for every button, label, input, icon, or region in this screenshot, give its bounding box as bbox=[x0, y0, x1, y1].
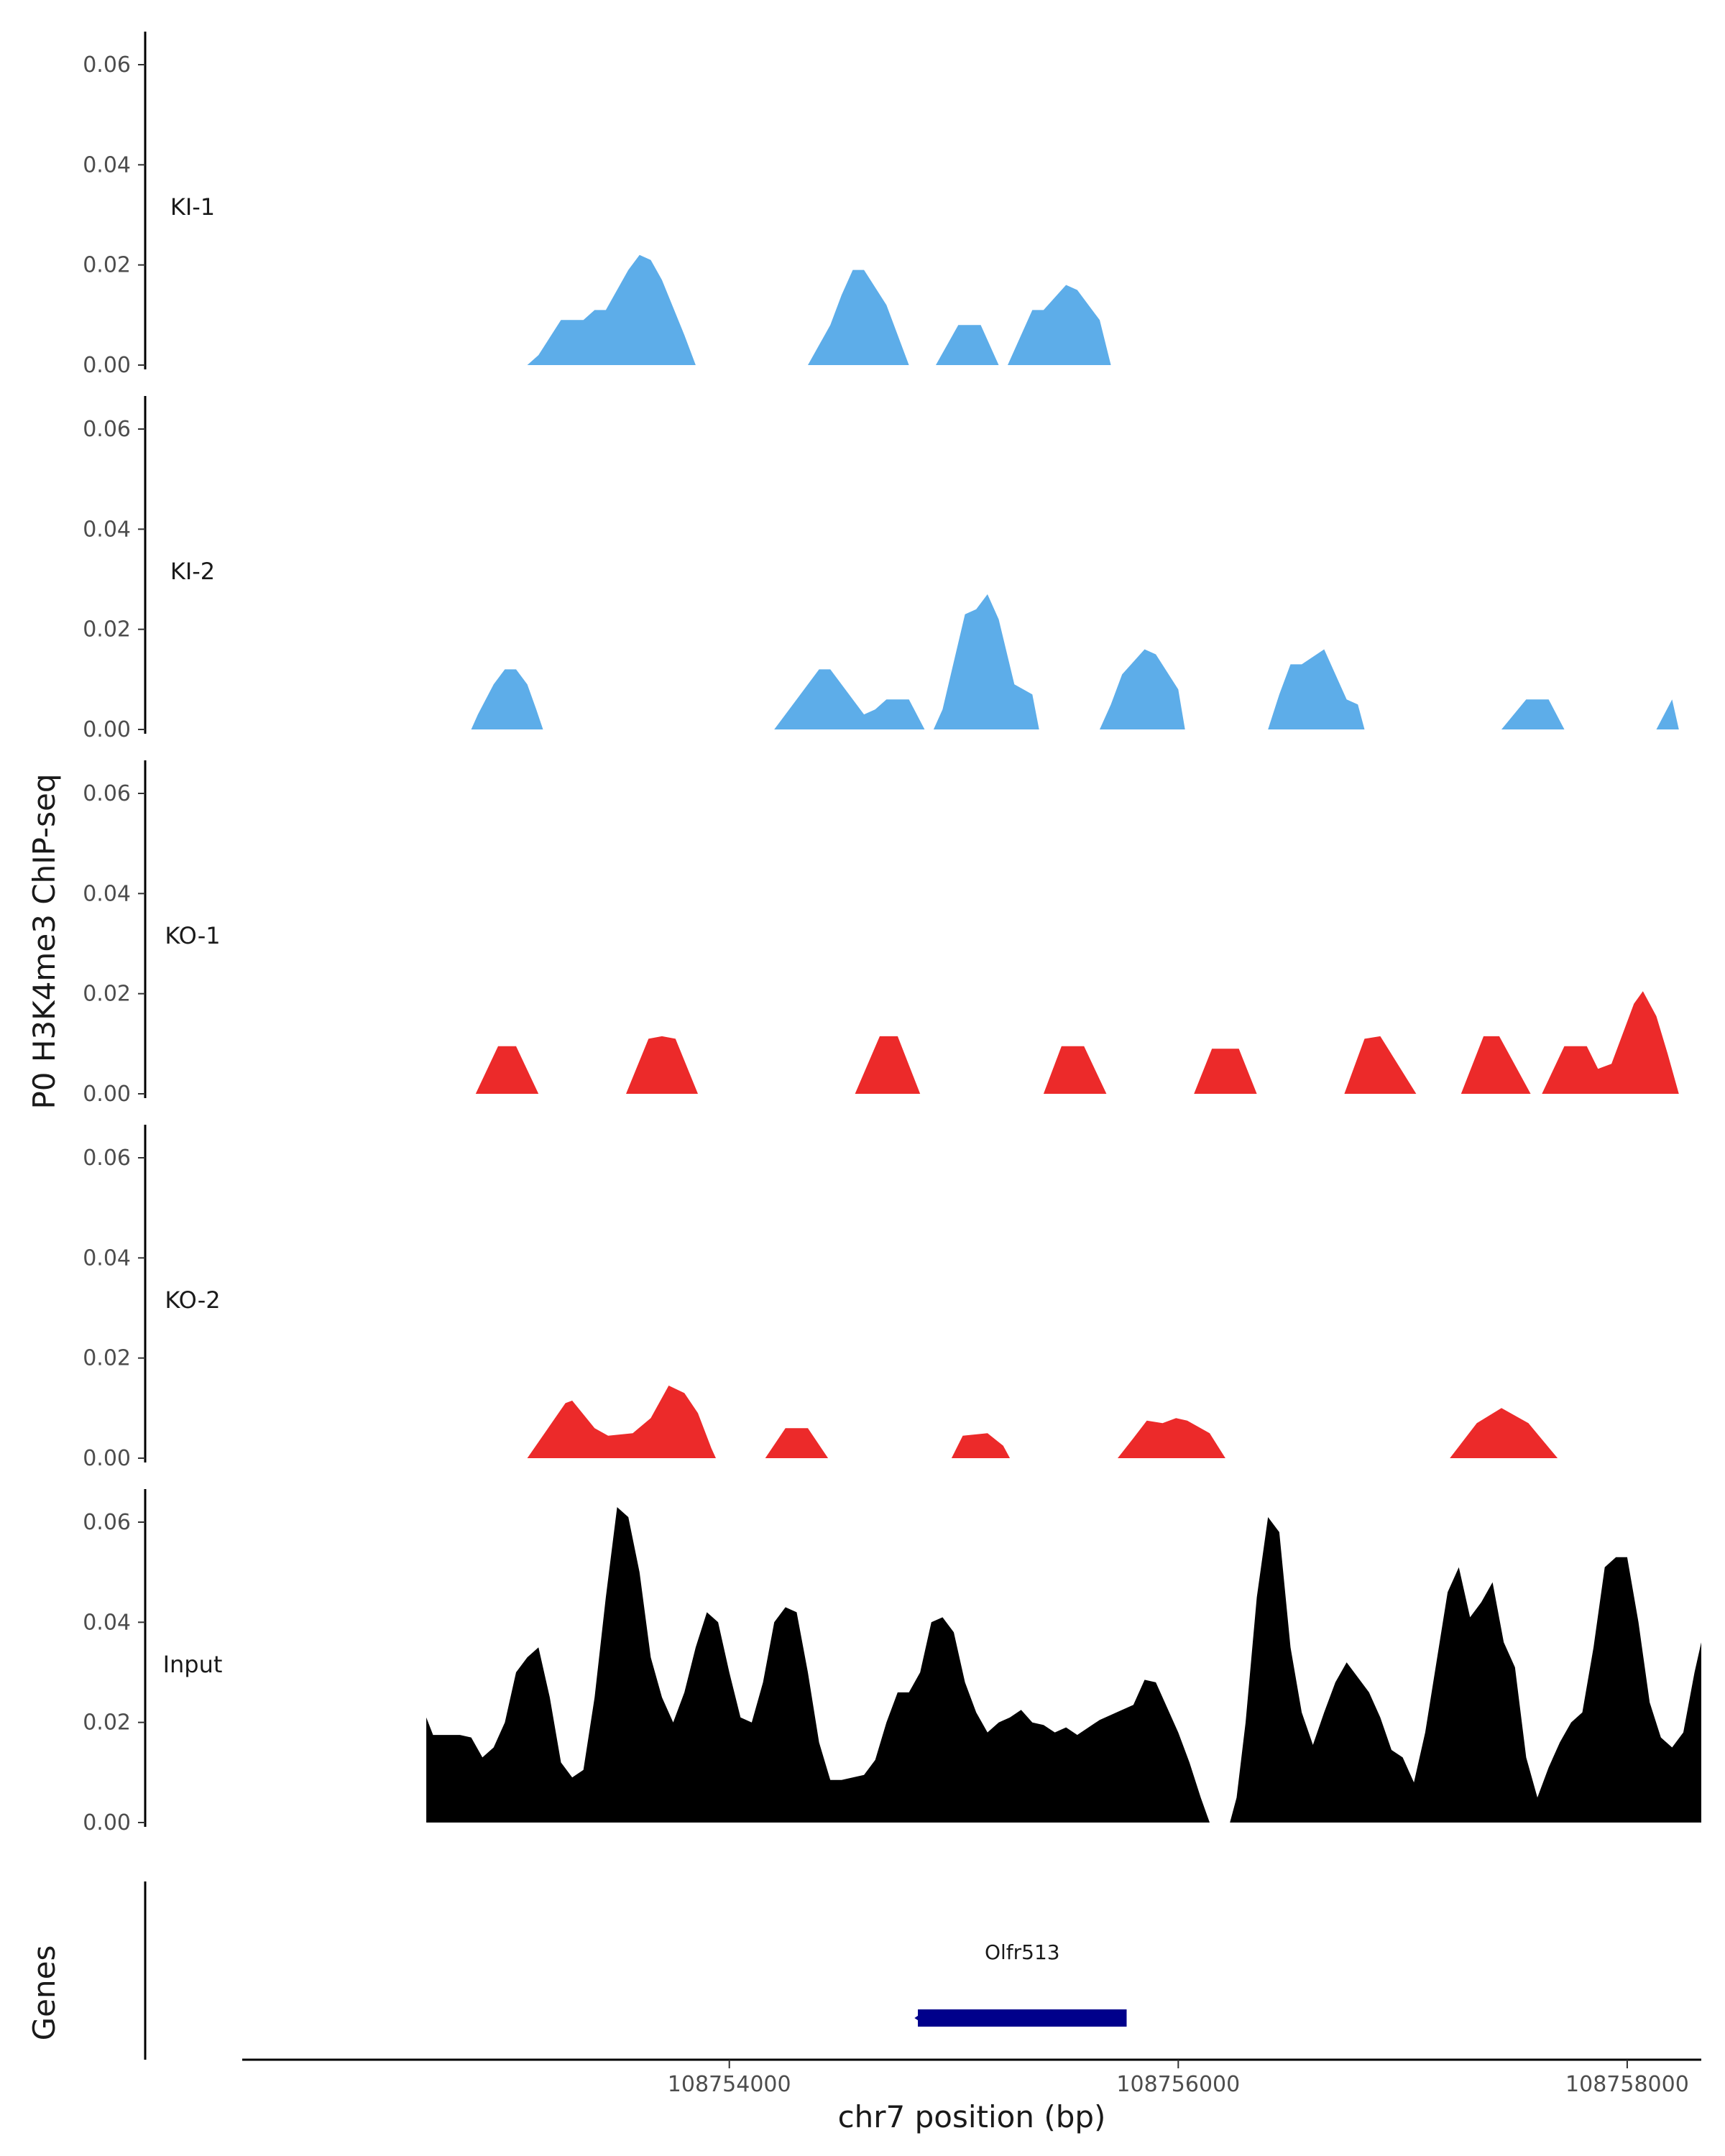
coverage-area bbox=[1450, 1408, 1558, 1458]
x-tick-label: 108756000 bbox=[1116, 2072, 1240, 2097]
track-label: KO-1 bbox=[165, 922, 220, 949]
x-tick-label: 108754000 bbox=[668, 2072, 791, 2097]
gene-body bbox=[918, 2009, 1127, 2027]
coverage-area bbox=[1542, 991, 1679, 1094]
coverage-area bbox=[1100, 649, 1185, 729]
coverage-area bbox=[1008, 285, 1111, 365]
coverage-area bbox=[1043, 1046, 1107, 1094]
coverage-area bbox=[1194, 1049, 1257, 1094]
y-tick-label: 0.06 bbox=[83, 417, 131, 442]
coverage-area bbox=[1268, 649, 1365, 729]
coverage-area bbox=[1501, 699, 1565, 729]
coverage-area bbox=[426, 1507, 1210, 1823]
genes-axis-title: Genes bbox=[27, 1945, 62, 2041]
coverage-area bbox=[774, 669, 925, 729]
coverage-area bbox=[1656, 699, 1679, 729]
y-tick-label: 0.04 bbox=[83, 152, 131, 178]
y-tick-label: 0.02 bbox=[83, 253, 131, 278]
track-label: KO-2 bbox=[165, 1286, 220, 1314]
gene-label: Olfr513 bbox=[985, 1940, 1060, 1964]
y-tick-label: 0.00 bbox=[83, 1810, 131, 1835]
y-tick-label: 0.00 bbox=[83, 1082, 131, 1107]
coverage-area bbox=[1118, 1418, 1225, 1458]
y-tick-label: 0.02 bbox=[83, 617, 131, 642]
track-ki-2: 0.00 0.02 0.04 0.06 KI-2 bbox=[83, 396, 1679, 742]
y-tick-label: 0.00 bbox=[83, 1446, 131, 1471]
track-ko-1: 0.00 0.02 0.04 0.06 KO-1 bbox=[83, 760, 1679, 1107]
coverage-area bbox=[808, 270, 909, 365]
genes-panel: Olfr513 bbox=[144, 1881, 1127, 2060]
strand-arrow bbox=[914, 2011, 926, 2025]
x-tick-label: 108758000 bbox=[1565, 2072, 1689, 2097]
track-ki-1: 0.00 0.02 0.04 0.06 KI-1 bbox=[83, 32, 1111, 378]
track-label: KI-1 bbox=[170, 193, 215, 221]
x-axis-title: chr7 position (bp) bbox=[838, 2099, 1106, 2134]
y-tick-label: 0.04 bbox=[83, 881, 131, 906]
y-axis-title: P0 H3K4me3 ChIP-seq bbox=[27, 773, 62, 1109]
track-label: KI-2 bbox=[170, 558, 215, 585]
y-tick-label: 0.04 bbox=[83, 1610, 131, 1635]
track-input: 0.00 0.02 0.04 0.06 Input bbox=[83, 1489, 1701, 1835]
y-tick-label: 0.02 bbox=[83, 1346, 131, 1371]
coverage-area bbox=[471, 669, 543, 729]
coverage-area bbox=[951, 1433, 1011, 1458]
coverage-area bbox=[1230, 1517, 1701, 1823]
y-tick-label: 0.06 bbox=[83, 1146, 131, 1171]
coverage-area bbox=[1344, 1036, 1417, 1094]
coverage-area bbox=[765, 1428, 829, 1458]
y-tick-label: 0.02 bbox=[83, 1710, 131, 1736]
coverage-area bbox=[936, 325, 999, 365]
y-tick-label: 0.06 bbox=[83, 52, 131, 78]
coverage-area bbox=[626, 1036, 698, 1094]
y-tick-label: 0.02 bbox=[83, 982, 131, 1007]
y-tick-label: 0.06 bbox=[83, 1510, 131, 1535]
coverage-area bbox=[527, 254, 696, 365]
coverage-area bbox=[475, 1046, 539, 1094]
x-axis: 108754000 108756000 108758000 bbox=[242, 2058, 1701, 2097]
coverage-area bbox=[527, 1386, 716, 1458]
y-tick-label: 0.06 bbox=[83, 781, 131, 806]
tracks-group: 0.00 0.02 0.04 0.06 KI-1 0.00 0.02 0.04 0.06 KI-2… bbox=[83, 32, 1701, 1835]
y-tick-label: 0.00 bbox=[83, 717, 131, 742]
track-label: Input bbox=[163, 1651, 223, 1678]
y-tick-label: 0.04 bbox=[83, 517, 131, 542]
coverage-area bbox=[855, 1036, 921, 1094]
y-tick-label: 0.04 bbox=[83, 1245, 131, 1271]
coverage-area bbox=[1460, 1036, 1531, 1094]
y-tick-label: 0.00 bbox=[83, 353, 131, 378]
track-ko-2: 0.00 0.02 0.04 0.06 KO-2 bbox=[83, 1125, 1558, 1471]
coverage-area bbox=[933, 594, 1039, 729]
